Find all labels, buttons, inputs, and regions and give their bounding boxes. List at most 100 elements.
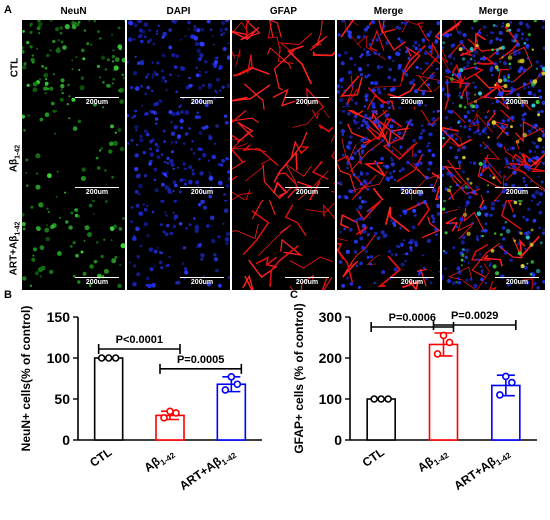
data-point xyxy=(166,407,174,416)
y-tick-label: 300 xyxy=(319,309,343,325)
bar xyxy=(366,398,396,441)
scale-bar-label: 200um xyxy=(400,279,424,286)
data-point xyxy=(227,373,236,381)
scale-bar-label: 200um xyxy=(85,99,109,106)
scale-bar: 200um xyxy=(75,187,119,196)
micrograph-abeta-merge: 200um xyxy=(337,110,440,200)
scale-bar-line xyxy=(390,277,434,278)
micrograph-ctl-merge-zoom: 200um xyxy=(442,20,545,110)
scale-bar-label: 200um xyxy=(190,279,214,286)
comparison-p-value: P=0.0005 xyxy=(177,354,224,366)
scale-bar-line xyxy=(180,97,224,98)
y-tick-label: 50 xyxy=(54,391,70,407)
micrograph-abeta-merge-zoom: 200um xyxy=(442,110,545,200)
data-point xyxy=(104,354,113,362)
scale-bar: 200um xyxy=(75,277,119,286)
data-point xyxy=(377,395,385,403)
data-point xyxy=(433,350,442,358)
data-point xyxy=(508,378,516,387)
micrograph-art-abeta-merge: 200um xyxy=(337,200,440,290)
x-tick-label-text: Aβ xyxy=(415,454,436,475)
scale-bar-label: 200um xyxy=(295,189,319,196)
data-point xyxy=(370,395,378,403)
scale-bar: 200um xyxy=(495,187,539,196)
row-label-abeta: Aβ1-42 xyxy=(8,144,22,173)
scale-bar: 200um xyxy=(285,277,329,286)
scale-bar-label: 200um xyxy=(505,279,529,286)
scale-bar-label: 200um xyxy=(400,189,424,196)
scale-bar: 200um xyxy=(285,187,329,196)
x-tick-label-text: ART+Aβ xyxy=(177,454,224,493)
y-tick-label: 0 xyxy=(334,432,342,448)
scale-bar: 200um xyxy=(75,97,119,106)
scale-bar: 200um xyxy=(180,187,224,196)
bar xyxy=(428,343,459,441)
data-point xyxy=(502,372,510,381)
scale-bar: 200um xyxy=(285,97,329,106)
x-tick-label-text: ART+Aβ xyxy=(451,454,498,493)
scale-bar: 200um xyxy=(390,187,434,196)
micrograph-abeta-gfap: 200um xyxy=(232,110,335,200)
micrograph-ctl-neun: 200um xyxy=(22,20,125,110)
x-tick-label-text: Aβ xyxy=(141,454,162,475)
neun-bar-chart: 0 50 100 150 NeuN+ cells(% of control) P<0.00… xyxy=(19,306,262,495)
data-point xyxy=(160,414,168,422)
x-tick-label: CTL xyxy=(87,445,114,470)
x-tick-label-subscript: 1-42 xyxy=(159,450,178,467)
scale-bar-line xyxy=(495,277,539,278)
scale-bar: 200um xyxy=(180,277,224,286)
column-header-neun: NeuN xyxy=(60,6,87,17)
x-tick-label-subscript: 1-42 xyxy=(432,450,451,467)
x-tick-label: Aβ1-42 xyxy=(415,445,451,477)
scale-bar-line xyxy=(180,277,224,278)
data-point xyxy=(233,380,242,389)
micrograph-ctl-merge: 200um xyxy=(337,20,440,110)
y-tick-label: 200 xyxy=(319,350,343,366)
scale-bar-label: 200um xyxy=(190,99,214,106)
scale-bar-label: 200um xyxy=(295,279,319,286)
data-point xyxy=(97,354,106,362)
bar xyxy=(216,383,247,441)
panel-b-letter: B xyxy=(4,289,12,301)
scale-bar-line xyxy=(390,187,434,188)
x-tick-label: ART+Aβ1-42 xyxy=(177,445,239,495)
scale-bar-line xyxy=(390,97,434,98)
scale-bar-label: 200um xyxy=(295,99,319,106)
micrograph-abeta-dapi: 200um xyxy=(127,110,230,200)
x-tick-label-subscript: 1-42 xyxy=(494,450,513,467)
data-point xyxy=(384,395,392,403)
scale-bar: 200um xyxy=(390,277,434,286)
row-label-ctl: CTL xyxy=(9,57,21,78)
comparison-p-value: P=0.0029 xyxy=(451,310,498,322)
micrograph-abeta-neun: 200um xyxy=(22,110,125,200)
data-point xyxy=(172,409,180,417)
panel-a-letter: A xyxy=(4,4,12,16)
y-axis-label: NeuN+ cells(% of control) xyxy=(19,306,33,452)
comparison-p-value: P<0.0001 xyxy=(116,334,163,346)
x-tick-label: Aβ1-42 xyxy=(141,445,177,477)
column-header-merge-zoom: Merge xyxy=(478,6,509,17)
scale-bar: 200um xyxy=(180,97,224,106)
scale-bar-line xyxy=(75,277,119,278)
scale-bar: 200um xyxy=(495,277,539,286)
micrograph-art-abeta-gfap: 200um xyxy=(232,200,335,290)
scale-bar: 200um xyxy=(495,97,539,106)
y-tick-label: 150 xyxy=(47,309,71,325)
data-point xyxy=(221,386,230,394)
y-axis-label: GFAP+ cells (% of control) xyxy=(292,303,306,453)
data-point xyxy=(111,354,120,362)
data-point xyxy=(445,338,454,347)
bar xyxy=(93,357,124,441)
scale-bar-label: 200um xyxy=(85,189,109,196)
x-tick-label: ART+Aβ1-42 xyxy=(451,445,513,495)
gfap-bar-chart: 0 100 200 300 GFAP+ cells (% of control) P=0.… xyxy=(292,303,537,495)
scale-bar-line xyxy=(495,187,539,188)
scale-bar-line xyxy=(495,97,539,98)
row-label-art-abeta: ART+Aβ1-42 xyxy=(8,221,22,276)
column-header-dapi: DAPI xyxy=(166,6,191,17)
scale-bar-label: 200um xyxy=(505,189,529,196)
scale-bar-label: 200um xyxy=(505,99,529,106)
micrograph-ctl-gfap: 200um xyxy=(232,20,335,110)
y-tick-label: 0 xyxy=(62,432,70,448)
scale-bar-line xyxy=(285,187,329,188)
